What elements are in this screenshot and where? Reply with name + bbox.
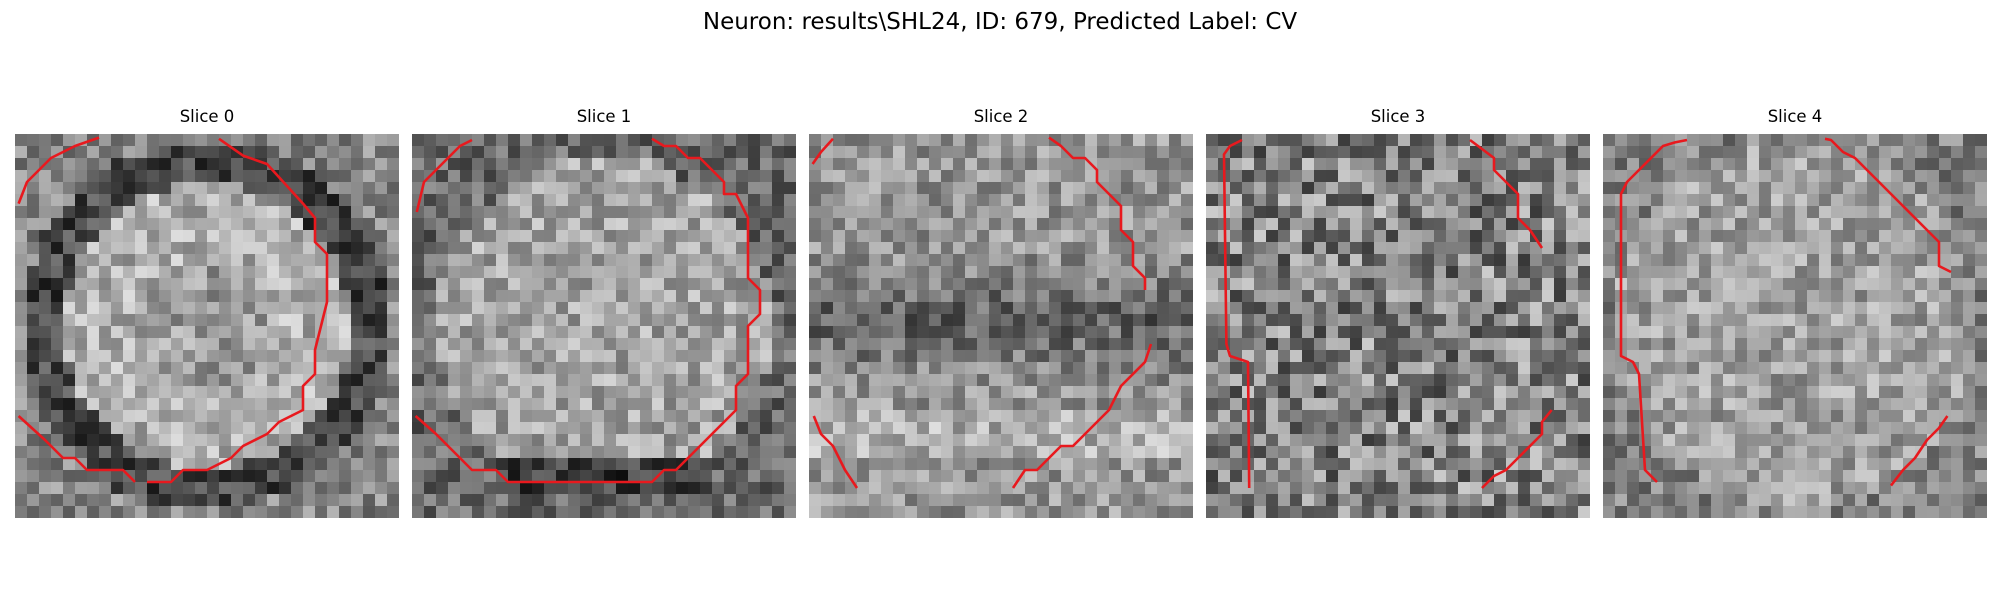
contour-line	[811, 137, 834, 165]
contour-line	[1619, 138, 1688, 483]
contour-line	[1011, 343, 1153, 489]
slice-title: Slice 0	[179, 107, 235, 126]
contour-line	[1469, 138, 1544, 249]
slice-image	[1603, 134, 1987, 518]
pixel-grid	[15, 134, 399, 518]
contour-line	[17, 415, 136, 483]
contour-line	[1222, 138, 1251, 489]
pixel-grid	[809, 134, 1193, 518]
pixel-grid	[412, 134, 796, 518]
contour-line	[17, 136, 100, 205]
slice-image	[412, 134, 796, 518]
figure-title: Neuron: results\SHL24, ID: 679, Predicte…	[702, 9, 1298, 35]
slice-panel-4: Slice 4	[1603, 107, 1987, 518]
contour-line	[1824, 137, 1952, 274]
pixel-grid	[1206, 134, 1590, 518]
slice-title: Slice 3	[1370, 107, 1426, 126]
contour-line	[1481, 409, 1553, 489]
slice-panel-1: Slice 1	[412, 107, 796, 518]
slice-svg	[15, 134, 399, 518]
contour-line	[415, 138, 473, 213]
slice-svg	[1206, 134, 1590, 518]
slice-title: Slice 1	[576, 107, 632, 126]
slice-svg	[809, 134, 1193, 518]
slice-svg	[1603, 134, 1987, 518]
contour-line	[414, 137, 762, 484]
slice-title: Slice 2	[973, 107, 1029, 126]
contour-line	[147, 137, 329, 484]
slice-image	[15, 134, 399, 518]
slice-image	[1206, 134, 1590, 518]
pixel-grid	[1603, 134, 1987, 518]
slice-panel-0: Slice 0	[15, 107, 399, 518]
contour-line	[812, 415, 859, 489]
contour-line	[1048, 136, 1147, 290]
slice-svg	[412, 134, 796, 518]
contour-line	[1889, 415, 1949, 487]
slice-title: Slice 4	[1767, 107, 1823, 126]
slice-image	[809, 134, 1193, 518]
slice-panel-2: Slice 2	[809, 107, 1193, 518]
slice-panel-3: Slice 3	[1206, 107, 1590, 518]
